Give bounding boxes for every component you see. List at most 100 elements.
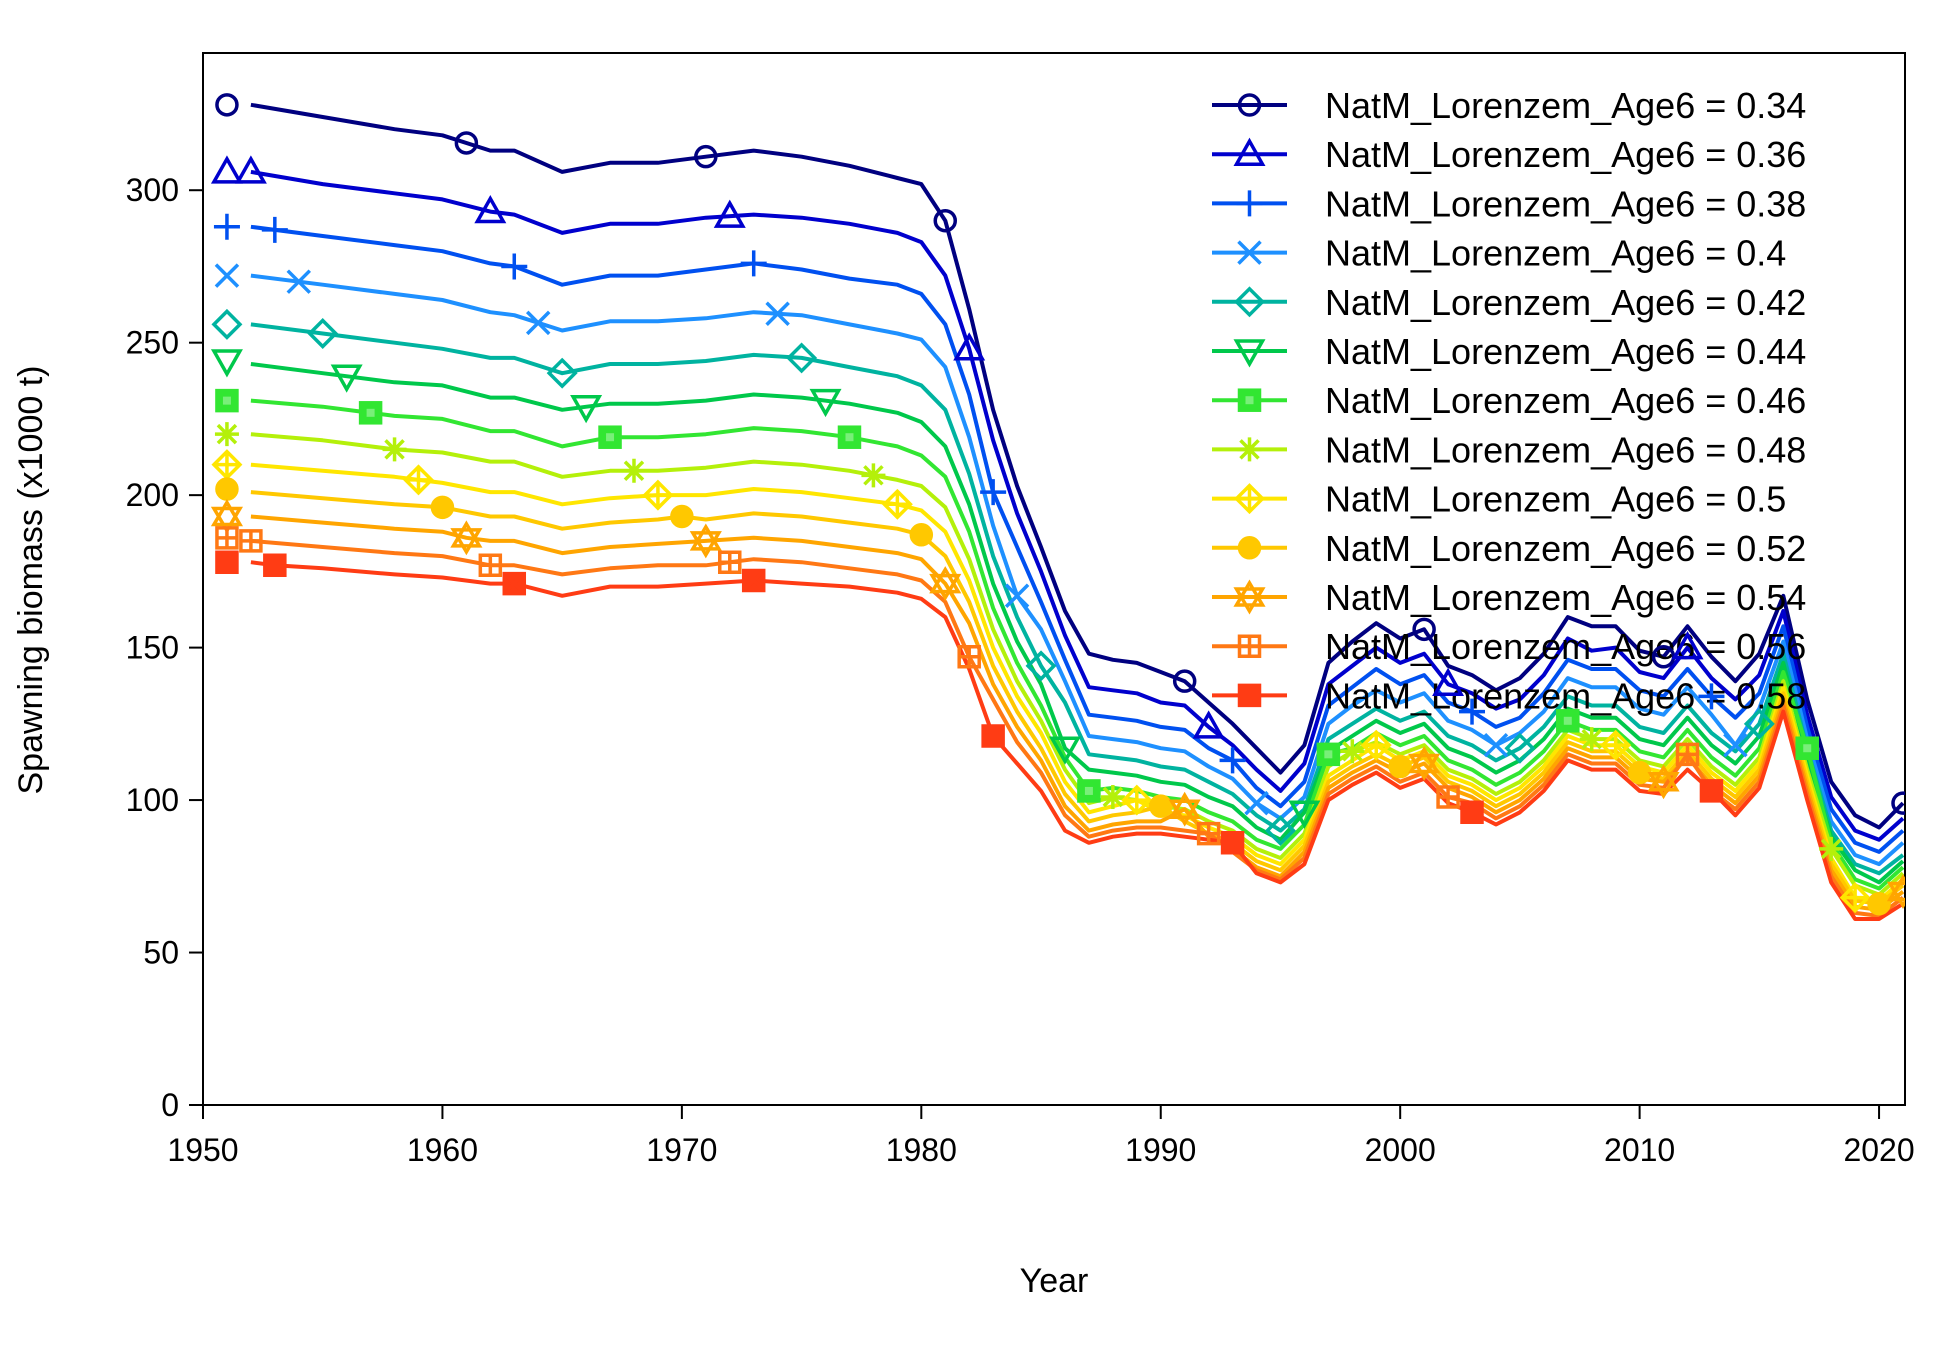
series-1-marker-1982 bbox=[953, 332, 986, 361]
series-0-marker-1961 bbox=[454, 131, 479, 155]
legend-label-6: NatM_Lorenzem_Age6 = 0.46 bbox=[1325, 380, 1806, 421]
legend-label-9: NatM_Lorenzem_Age6 = 0.52 bbox=[1325, 528, 1806, 569]
series-1-start-marker bbox=[210, 155, 243, 184]
series-9-marker-1970 bbox=[670, 504, 694, 529]
series-12-marker-1953 bbox=[263, 553, 287, 578]
series-line-2 bbox=[250, 224, 1905, 854]
series-line-5 bbox=[250, 362, 1905, 885]
y-tick-label-200: 200 bbox=[126, 477, 179, 513]
legend-item-8: NatM_Lorenzem_Age6 = 0.5 bbox=[1212, 479, 1786, 520]
legend-item-0: NatM_Lorenzem_Age6 = 0.34 bbox=[1212, 85, 1806, 126]
series-1-marker-1962 bbox=[474, 195, 507, 224]
x-tick-label-2020: 2020 bbox=[1843, 1132, 1914, 1168]
series-7-marker-1958 bbox=[382, 437, 407, 462]
series-3-marker-1954 bbox=[286, 269, 312, 294]
series-7-marker-1988 bbox=[1100, 785, 1125, 810]
legend: NatM_Lorenzem_Age6 = 0.34 NatM_Lorenzem_A… bbox=[1212, 85, 1806, 716]
series-5-marker-1996 bbox=[1288, 800, 1321, 829]
series-3-marker-1974 bbox=[765, 301, 790, 326]
legend-label-3: NatM_Lorenzem_Age6 = 0.4 bbox=[1325, 233, 1786, 274]
series-3-marker-1964 bbox=[525, 310, 551, 336]
legend-label-8: NatM_Lorenzem_Age6 = 0.5 bbox=[1325, 479, 1786, 520]
legend-marker-6 bbox=[1237, 388, 1262, 412]
series-2-marker-1973 bbox=[740, 250, 767, 277]
series-10-marker-1961 bbox=[450, 520, 483, 556]
series-8-marker-2019 bbox=[1839, 882, 1871, 914]
series-7-start-marker bbox=[214, 422, 239, 447]
series-11-marker-1992 bbox=[1196, 821, 1221, 846]
series-line-6 bbox=[250, 398, 1905, 891]
legend-item-6: NatM_Lorenzem_Age6 = 0.46 bbox=[1212, 380, 1806, 421]
series-5-marker-1966 bbox=[570, 394, 603, 424]
legend-item-5: NatM_Lorenzem_Age6 = 0.44 bbox=[1212, 331, 1806, 372]
series-3-marker-2004 bbox=[1483, 732, 1509, 758]
series-11-marker-2012 bbox=[1675, 742, 1700, 767]
series-9-start-marker bbox=[215, 477, 239, 501]
legend-label-10: NatM_Lorenzem_Age6 = 0.54 bbox=[1325, 577, 1806, 618]
series-4-marker-2005 bbox=[1504, 732, 1536, 764]
series-1-marker-2002 bbox=[1432, 667, 1465, 696]
series-1-marker-1972 bbox=[713, 199, 746, 228]
series-8-marker-1979 bbox=[881, 488, 913, 520]
series-8-marker-1959 bbox=[403, 464, 434, 496]
legend-marker-9 bbox=[1237, 536, 1262, 560]
series-1-marker-2012 bbox=[1671, 631, 1704, 660]
x-axis: 1950 1960 1970 1980 1990 2000 2010 2020 bbox=[167, 1105, 1915, 1168]
legend-item-7: NatM_Lorenzem_Age6 = 0.48 bbox=[1212, 429, 1806, 470]
series-10-marker-1971 bbox=[689, 523, 722, 559]
legend-marker-12 bbox=[1237, 683, 1262, 708]
series-6-marker-1997 bbox=[1316, 742, 1341, 767]
y-tick-label-50: 50 bbox=[143, 935, 179, 971]
series-8-marker-2009 bbox=[1600, 729, 1632, 761]
series-0-start-marker bbox=[215, 93, 239, 117]
x-tick-label-1990: 1990 bbox=[1125, 1132, 1196, 1168]
series-6-marker-1987 bbox=[1077, 779, 1101, 803]
series-2-marker-1983 bbox=[980, 479, 1007, 506]
series-8-marker-1999 bbox=[1360, 729, 1392, 761]
series-12-marker-2003 bbox=[1460, 800, 1484, 825]
series-8-marker-1989 bbox=[1121, 784, 1153, 816]
x-tick-label-1970: 1970 bbox=[646, 1132, 717, 1168]
y-tick-label-250: 250 bbox=[126, 325, 179, 361]
series-4-marker-1985 bbox=[1025, 650, 1057, 682]
legend-marker-10 bbox=[1233, 579, 1266, 615]
legend-item-3: NatM_Lorenzem_Age6 = 0.4 bbox=[1212, 233, 1786, 274]
series-7-marker-1978 bbox=[861, 463, 886, 488]
legend-label-11: NatM_Lorenzem_Age6 = 0.56 bbox=[1325, 626, 1806, 667]
series-line-4 bbox=[250, 322, 1905, 876]
series-3-marker-1984 bbox=[1004, 583, 1030, 609]
legend-marker-11 bbox=[1237, 634, 1262, 658]
series-4-marker-2015 bbox=[1743, 708, 1775, 740]
legend-item-10: NatM_Lorenzem_Age6 = 0.54 bbox=[1212, 577, 1806, 618]
x-tick-label-2000: 2000 bbox=[1365, 1132, 1436, 1168]
series-5-start-marker bbox=[210, 349, 243, 378]
series-6-start-marker bbox=[215, 388, 239, 413]
series-7-marker-2018 bbox=[1819, 836, 1844, 861]
series-9-marker-1990 bbox=[1148, 794, 1173, 818]
series-10-start-marker bbox=[210, 499, 244, 534]
series-2-marker-1993 bbox=[1219, 747, 1246, 774]
series-0-marker-1981 bbox=[933, 208, 958, 233]
series-11-start-marker bbox=[215, 526, 239, 550]
legend-marker-4 bbox=[1234, 286, 1265, 318]
legend-item-1: NatM_Lorenzem_Age6 = 0.36 bbox=[1212, 134, 1806, 175]
legend-marker-8 bbox=[1234, 483, 1265, 515]
series-line-1 bbox=[250, 169, 1905, 842]
series-7-marker-1968 bbox=[621, 458, 646, 483]
legend-label-2: NatM_Lorenzem_Age6 = 0.38 bbox=[1325, 183, 1806, 224]
legend-marker-1 bbox=[1233, 137, 1266, 166]
legend-item-2: NatM_Lorenzem_Age6 = 0.38 bbox=[1212, 183, 1806, 224]
series-11-marker-1972 bbox=[718, 550, 742, 574]
series-6-marker-1957 bbox=[358, 401, 383, 425]
series-8-marker-1969 bbox=[642, 479, 674, 511]
series-11-marker-1962 bbox=[478, 553, 503, 578]
y-axis-title: Spawning biomass (x1000 t) bbox=[12, 365, 50, 794]
series-3-marker-2014 bbox=[1723, 732, 1748, 758]
series-0-marker-2001 bbox=[1412, 617, 1436, 642]
series-6-marker-2017 bbox=[1795, 736, 1819, 760]
series-2-marker-1963 bbox=[501, 253, 528, 280]
x-axis-title: Year bbox=[1020, 1262, 1089, 1300]
series-4-start-marker bbox=[211, 308, 243, 340]
series-line-0 bbox=[250, 102, 1905, 830]
